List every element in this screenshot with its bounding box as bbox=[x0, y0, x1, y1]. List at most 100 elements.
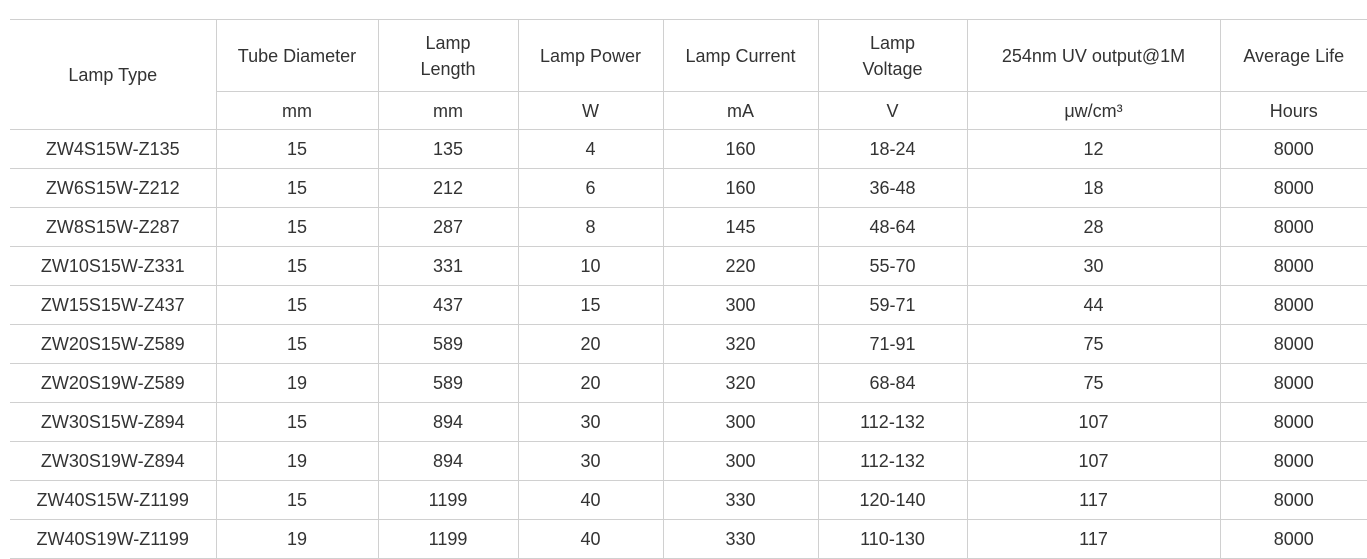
table-cell: 75 bbox=[966, 324, 1221, 364]
table-cell: ZW8S15W-Z287 bbox=[10, 207, 217, 247]
unit-cell: V bbox=[817, 91, 968, 130]
table-cell: ZW30S19W-Z894 bbox=[10, 441, 217, 481]
table-cell: 160 bbox=[662, 129, 819, 169]
unit-cell: μw/cm³ bbox=[966, 91, 1221, 130]
header-lamp-length: Lamp Length bbox=[377, 19, 519, 92]
table-cell: 8000 bbox=[1219, 129, 1367, 169]
table-cell: 20 bbox=[517, 324, 664, 364]
table-cell: 30 bbox=[517, 402, 664, 442]
table-cell: 8000 bbox=[1219, 519, 1367, 559]
table-cell: 1199 bbox=[377, 480, 519, 520]
table-cell: 107 bbox=[966, 402, 1221, 442]
table-row: ZW40S19W-Z1199 19 1199 40 330 110-130 117 8000 bbox=[10, 519, 1367, 559]
table-row: ZW20S15W-Z589 15 589 20 320 71-91 75 8000 bbox=[10, 324, 1367, 364]
table-cell: 112-132 bbox=[817, 402, 968, 442]
table-cell: 120-140 bbox=[817, 480, 968, 520]
table-cell: 8000 bbox=[1219, 441, 1367, 481]
unit-cell: mA bbox=[662, 91, 819, 130]
header-lamp-power: Lamp Power bbox=[517, 19, 664, 92]
table-cell: 8000 bbox=[1219, 324, 1367, 364]
table-cell: 15 bbox=[517, 285, 664, 325]
table-cell: 28 bbox=[966, 207, 1221, 247]
table-cell: ZW15S15W-Z437 bbox=[10, 285, 217, 325]
table-cell: 160 bbox=[662, 168, 819, 208]
table-cell: 894 bbox=[377, 402, 519, 442]
header-row: Lamp Type Tube Diameter Lamp Length Lamp… bbox=[10, 19, 1367, 130]
table-cell: 212 bbox=[377, 168, 519, 208]
table-cell: 4 bbox=[517, 129, 664, 169]
table-cell: ZW40S19W-Z1199 bbox=[10, 519, 217, 559]
table-cell: 107 bbox=[966, 441, 1221, 481]
table-cell: 30 bbox=[966, 246, 1221, 286]
table-cell: 40 bbox=[517, 519, 664, 559]
table-cell: ZW20S15W-Z589 bbox=[10, 324, 217, 364]
table-cell: 8 bbox=[517, 207, 664, 247]
table-cell: 12 bbox=[966, 129, 1221, 169]
table-cell: 110-130 bbox=[817, 519, 968, 559]
table-cell: 18 bbox=[966, 168, 1221, 208]
table-cell: 8000 bbox=[1219, 363, 1367, 403]
table-row: ZW30S19W-Z894 19 894 30 300 112-132 107 8000 bbox=[10, 441, 1367, 481]
table-cell: 48-64 bbox=[817, 207, 968, 247]
table-cell: 8000 bbox=[1219, 480, 1367, 520]
header-lamp-length-text: Lamp Length bbox=[420, 32, 476, 79]
table-cell: 331 bbox=[377, 246, 519, 286]
table-cell: 30 bbox=[517, 441, 664, 481]
table-cell: 68-84 bbox=[817, 363, 968, 403]
table-cell: 437 bbox=[377, 285, 519, 325]
table-cell: 18-24 bbox=[817, 129, 968, 169]
table-cell: 59-71 bbox=[817, 285, 968, 325]
table-cell: ZW10S15W-Z331 bbox=[10, 246, 217, 286]
table-cell: 55-70 bbox=[817, 246, 968, 286]
table-cell: 15 bbox=[215, 480, 379, 520]
table-cell: 894 bbox=[377, 441, 519, 481]
table-cell: 320 bbox=[662, 363, 819, 403]
unit-cell: Hours bbox=[1219, 91, 1367, 130]
table-cell: 589 bbox=[377, 324, 519, 364]
table-cell: 6 bbox=[517, 168, 664, 208]
table-row: ZW20S19W-Z589 19 589 20 320 68-84 75 8000 bbox=[10, 363, 1367, 403]
table-cell: ZW30S15W-Z894 bbox=[10, 402, 217, 442]
table-cell: 19 bbox=[215, 363, 379, 403]
table-cell: 300 bbox=[662, 285, 819, 325]
table-cell: 300 bbox=[662, 441, 819, 481]
table-cell: 15 bbox=[215, 129, 379, 169]
table-cell: 8000 bbox=[1219, 246, 1367, 286]
table-cell: 15 bbox=[215, 246, 379, 286]
table-cell: 320 bbox=[662, 324, 819, 364]
table-cell: 589 bbox=[377, 363, 519, 403]
table-cell: 40 bbox=[517, 480, 664, 520]
table-cell: 8000 bbox=[1219, 285, 1367, 325]
header-uv-output: 254nm UV output@1M bbox=[966, 19, 1221, 92]
table-row: ZW8S15W-Z287 15 287 8 145 48-64 28 8000 bbox=[10, 207, 1367, 247]
table-cell: 1199 bbox=[377, 519, 519, 559]
table-cell: 112-132 bbox=[817, 441, 968, 481]
table-cell: 287 bbox=[377, 207, 519, 247]
header-lamp-current: Lamp Current bbox=[662, 19, 819, 92]
table-cell: 19 bbox=[215, 519, 379, 559]
unit-cell: mm bbox=[377, 91, 519, 130]
header-average-life: Average Life bbox=[1219, 19, 1367, 92]
table-cell: 10 bbox=[517, 246, 664, 286]
table-cell: 220 bbox=[662, 246, 819, 286]
table-cell: 135 bbox=[377, 129, 519, 169]
header-lamp-type: Lamp Type bbox=[10, 19, 217, 130]
table-cell: 330 bbox=[662, 480, 819, 520]
table-cell: 36-48 bbox=[817, 168, 968, 208]
unit-cell: W bbox=[517, 91, 664, 130]
table-cell: 15 bbox=[215, 324, 379, 364]
table-row: ZW15S15W-Z437 15 437 15 300 59-71 44 8000 bbox=[10, 285, 1367, 325]
table-cell: ZW20S19W-Z589 bbox=[10, 363, 217, 403]
table-row: ZW30S15W-Z894 15 894 30 300 112-132 107 8000 bbox=[10, 402, 1367, 442]
table-row: ZW40S15W-Z1199 15 1199 40 330 120-140 117 8000 bbox=[10, 480, 1367, 520]
header-lamp-voltage: Lamp Voltage bbox=[817, 19, 968, 92]
header-lamp-voltage-text: Lamp Voltage bbox=[862, 32, 923, 79]
table-cell: 8000 bbox=[1219, 168, 1367, 208]
table-cell: 44 bbox=[966, 285, 1221, 325]
unit-cell: mm bbox=[216, 91, 379, 130]
lamp-spec-table: Lamp Type Tube Diameter Lamp Length Lamp… bbox=[10, 19, 1367, 559]
table-cell: 300 bbox=[662, 402, 819, 442]
table-cell: 20 bbox=[517, 363, 664, 403]
table-cell: ZW6S15W-Z212 bbox=[10, 168, 217, 208]
table-cell: 15 bbox=[215, 168, 379, 208]
